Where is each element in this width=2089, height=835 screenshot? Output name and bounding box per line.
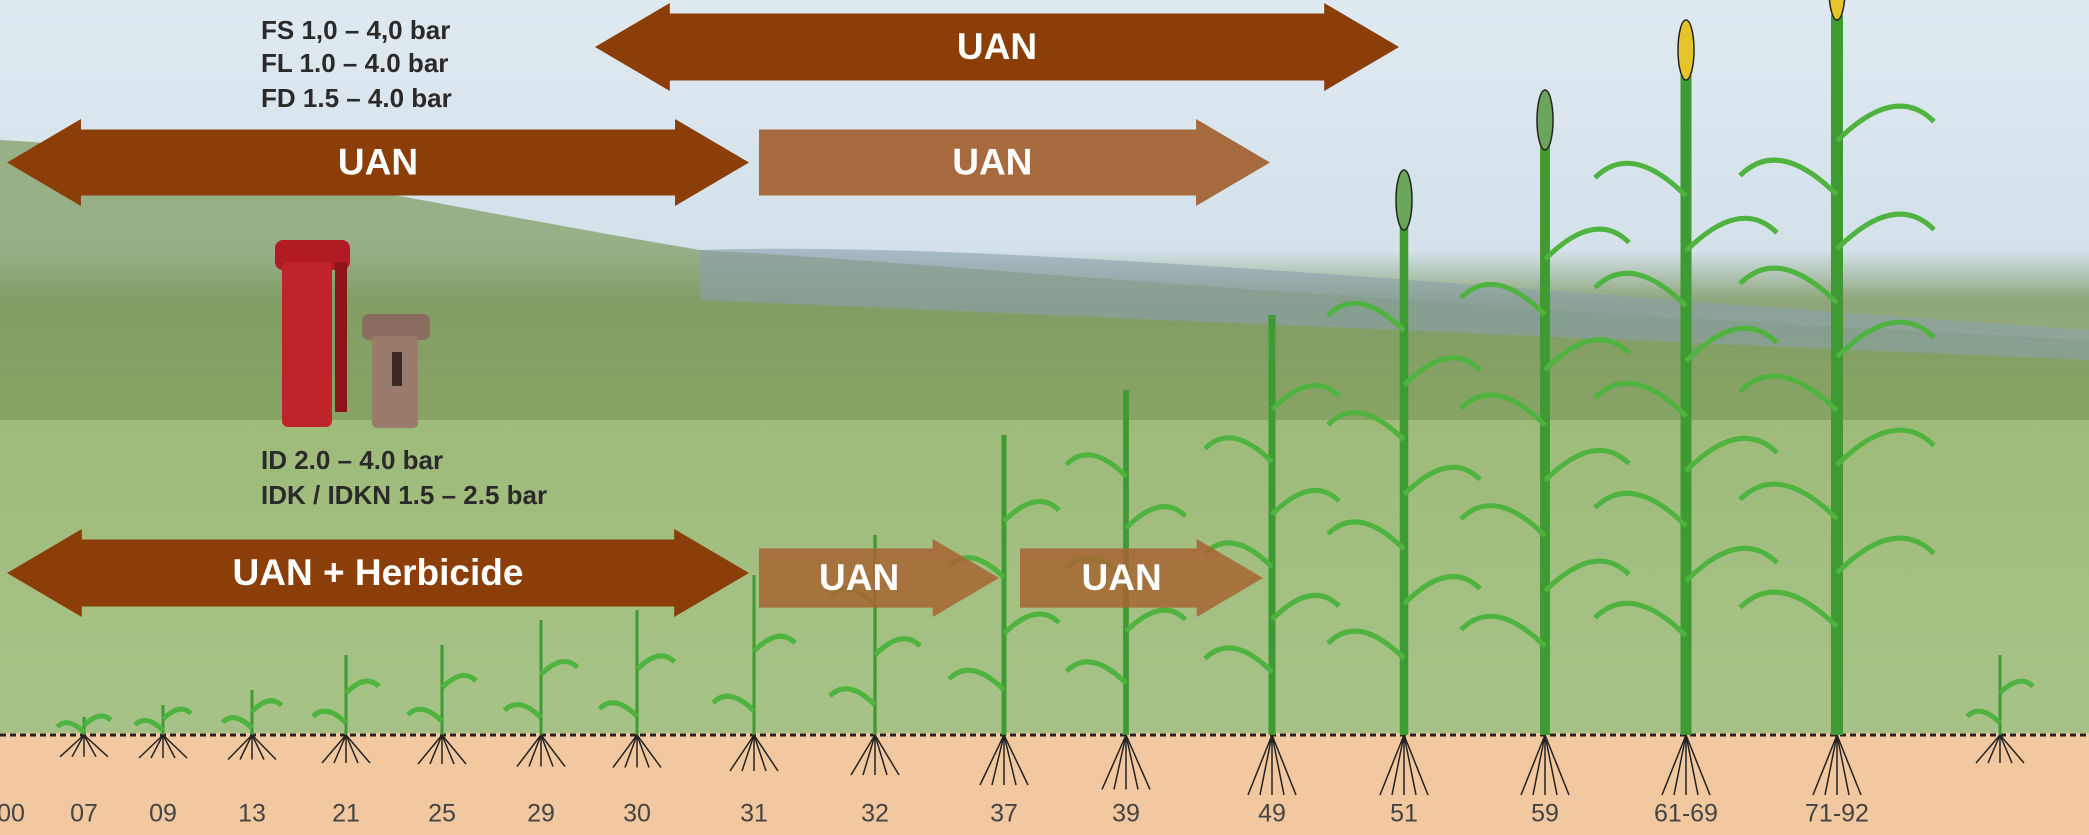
growth-stage: 07 <box>70 800 98 828</box>
growth-stage: 29 <box>527 800 555 828</box>
nozzle-pressure: IDK / IDKN 1.5 – 2.5 bar <box>261 480 547 510</box>
growth-stage: 71-92 <box>1805 800 1869 828</box>
nozzle-pressure: FL 1.0 – 4.0 bar <box>261 48 448 78</box>
growth-stage: 09 <box>149 800 177 828</box>
growth-stage: 21 <box>332 800 360 828</box>
arrow-label: UAN <box>338 141 418 182</box>
growth-stage: 49 <box>1258 800 1286 828</box>
growth-stage: 59 <box>1531 800 1559 828</box>
growth-stage: 13 <box>238 800 266 828</box>
infographic: FS 1,0 – 4,0 barFL 1.0 – 4.0 bar FD 1.5 –… <box>0 0 2089 835</box>
arrow-label: UAN <box>957 26 1037 67</box>
arrow-label: UAN + Herbicide <box>233 552 524 593</box>
ear <box>1678 20 1694 80</box>
arrow-label: UAN <box>819 557 899 598</box>
soil <box>0 733 2089 835</box>
arrow-label: UAN <box>952 141 1032 182</box>
nozzle-pressure: ID 2.0 – 4.0 bar <box>261 445 443 475</box>
growth-stage: 25 <box>428 800 456 828</box>
growth-stage: 30 <box>623 800 651 828</box>
growth-stage: 00 <box>0 800 25 828</box>
nozzle-red <box>275 240 350 427</box>
nozzle-pressure: FS 1,0 – 4,0 bar <box>261 15 450 45</box>
nozzle-pressure: FD 1.5 – 4.0 bar <box>261 83 452 113</box>
growth-stage: 39 <box>1112 800 1140 828</box>
growth-stage: 37 <box>990 800 1018 828</box>
growth-stage: 51 <box>1390 800 1418 828</box>
growth-stage: 61-69 <box>1654 800 1718 828</box>
ear <box>1396 170 1412 230</box>
growth-stage: 32 <box>861 800 889 828</box>
ear <box>1537 90 1553 150</box>
arrow-label: UAN <box>1082 557 1162 598</box>
growth-stage: 31 <box>740 800 768 828</box>
